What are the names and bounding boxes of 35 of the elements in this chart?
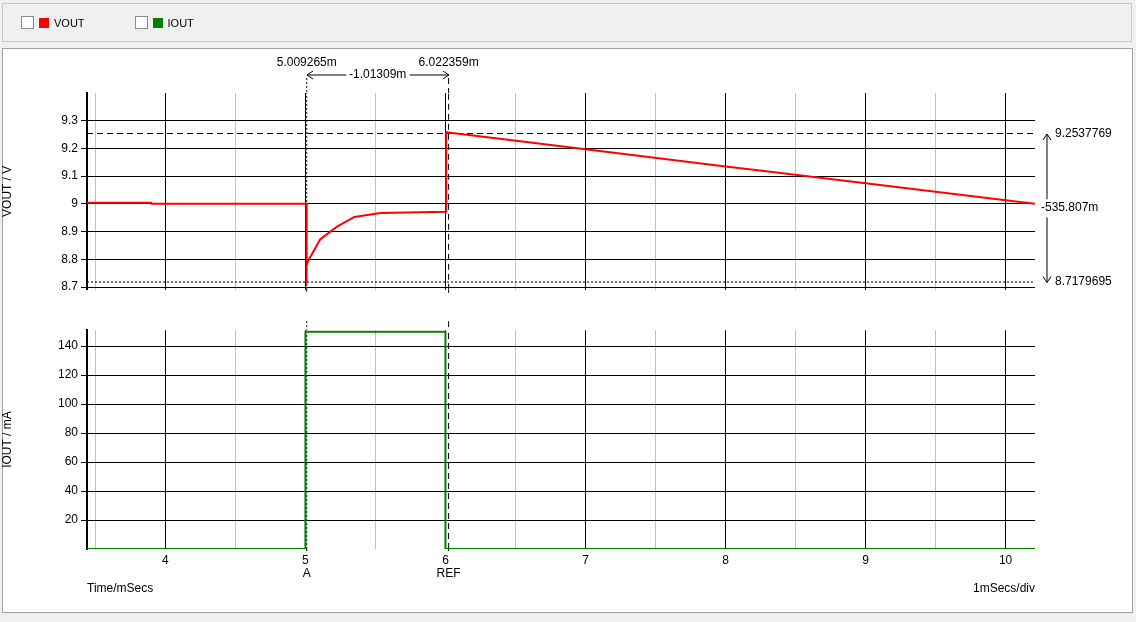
y-tick-label: 40 (64, 483, 79, 498)
ref-line-label: 9.2537769 (1055, 125, 1113, 140)
x-tick-label: 10 (998, 552, 1013, 567)
y-axis-title: IOUT / mA (0, 411, 14, 468)
ref-line-label: 8.7179695 (1055, 274, 1113, 289)
x-axis-title: Time/mSecs (87, 581, 154, 596)
y-tick-label: 60 (64, 454, 79, 469)
y-tick-label: 80 (64, 425, 79, 440)
y-tick-label: 9.3 (61, 113, 79, 128)
ref-line-label: 5.009265m (276, 55, 337, 69)
y-tick-label: 140 (57, 338, 79, 353)
legend-label: IOUT (167, 16, 194, 29)
y-tick-label: 9.2 (61, 140, 79, 155)
x-tick-label: 9 (862, 552, 870, 567)
ref-line-label: A (302, 566, 311, 581)
x-tick-label: 8 (722, 552, 730, 567)
text: -535.807m (1041, 200, 1099, 215)
y-tick-label: 120 (57, 367, 79, 382)
y-tick-label: 8.9 (61, 223, 79, 238)
x-tick-label: 4 (162, 552, 170, 567)
x-tick-label: 6 (442, 552, 450, 567)
y-tick-label: 100 (57, 396, 79, 411)
x-tick-label: 5 (302, 552, 310, 567)
text: 1mSecs/div (972, 581, 1035, 596)
y-tick-label: 8.7 (61, 279, 79, 294)
legend-label: VOUT (54, 16, 85, 29)
text: -1.01309m (348, 67, 407, 82)
y-tick-label: 9.1 (61, 168, 79, 183)
y-tick-label: 20 (64, 512, 79, 527)
x-tick-label: 7 (582, 552, 590, 567)
ref-line-label: 6.022359m (418, 55, 479, 69)
y-tick-label: 9 (71, 196, 79, 211)
ref-line-label: REF (436, 566, 461, 581)
y-tick-label: 8.8 (61, 251, 79, 266)
y-axis-title: VOUT / V (0, 165, 14, 217)
